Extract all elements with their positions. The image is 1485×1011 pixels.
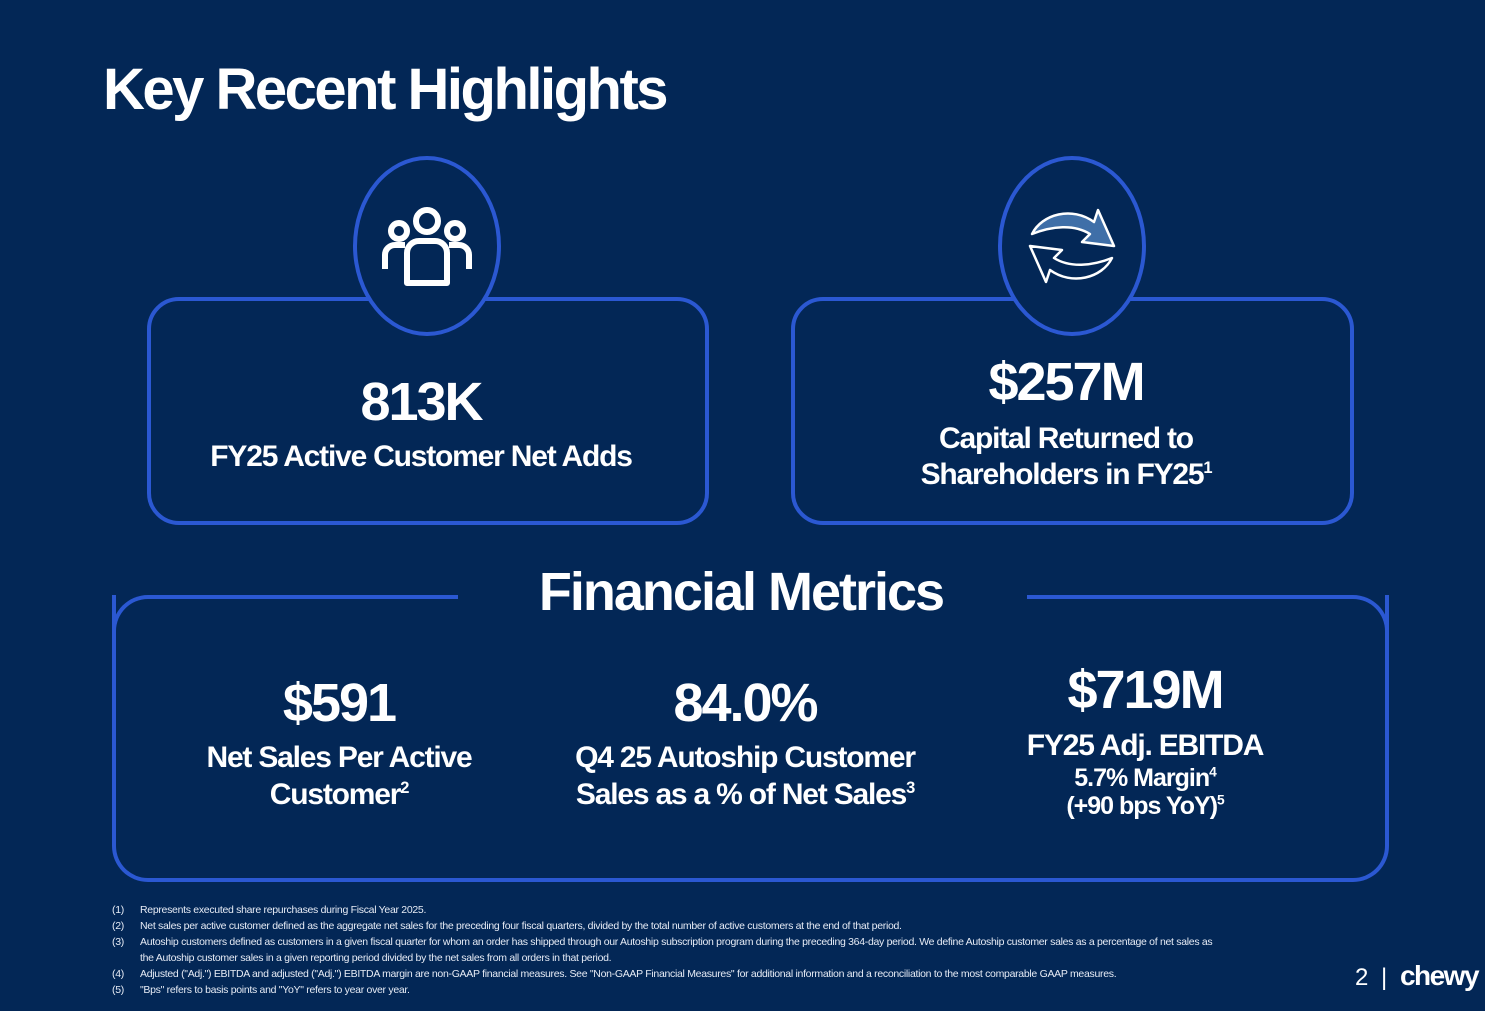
net-adds-label: FY25 Active Customer Net Adds bbox=[210, 440, 633, 473]
divider-line bbox=[150, 595, 458, 599]
footnote-number: (3) bbox=[112, 936, 124, 948]
footnote-text: the Autoship customer sales in a given r… bbox=[140, 952, 612, 964]
metric-label-line1: Net Sales Per Active bbox=[206, 741, 472, 774]
page-title: Key Recent Highlights bbox=[103, 57, 669, 122]
footnote-number: (2) bbox=[112, 920, 124, 932]
metric-label-line1: Q4 25 Autoship Customer bbox=[575, 741, 916, 774]
metric-value: $591 bbox=[282, 673, 397, 733]
footnote-ref: 3 bbox=[906, 779, 915, 797]
separator: | bbox=[1381, 964, 1388, 991]
footnote-ref: 5 bbox=[1217, 792, 1225, 808]
chewy-logo: chewy bbox=[1399, 960, 1480, 991]
label-text: (+90 bps YoY) bbox=[1066, 792, 1218, 820]
metric-label-line2: Customer2 bbox=[269, 776, 410, 813]
footnote-number: (4) bbox=[112, 968, 124, 980]
metric-value: 84.0% bbox=[673, 673, 818, 733]
footnotes: (1) Represents executed share repurchases… bbox=[112, 902, 1362, 1002]
financial-metrics-box bbox=[112, 595, 1389, 882]
page-footer: 2 | chewy bbox=[1355, 960, 1480, 992]
page-number: 2 bbox=[1355, 964, 1369, 991]
label-text: Shareholders in FY25 bbox=[920, 458, 1205, 491]
footnote-text: Represents executed share repurchases du… bbox=[140, 904, 427, 916]
footnote-ref: 2 bbox=[400, 779, 409, 797]
metric-label-line3: (+90 bps YoY)5 bbox=[1066, 792, 1225, 820]
metric-label-line1: FY25 Adj. EBITDA bbox=[1026, 729, 1265, 762]
footnote-text: Adjusted ("Adj.") EBITDA and adjusted ("… bbox=[140, 968, 1117, 980]
refresh-arrows-icon bbox=[998, 156, 1146, 336]
net-adds-value: 813K bbox=[360, 372, 483, 432]
footnote-ref: 4 bbox=[1209, 764, 1217, 780]
capital-returned-label-line2: Shareholders in FY251 bbox=[920, 456, 1213, 493]
section-title: Financial Metrics bbox=[538, 562, 945, 622]
label-text: Customer bbox=[269, 778, 402, 811]
label-text: 5.7% Margin bbox=[1074, 764, 1210, 792]
footnote-text: Autoship customers defined as customers … bbox=[140, 936, 1213, 948]
footnote-ref: 1 bbox=[1203, 459, 1212, 477]
capital-returned-label-line1: Capital Returned to bbox=[939, 422, 1194, 455]
footnote-number: (1) bbox=[112, 904, 124, 916]
divider-line bbox=[1027, 595, 1351, 599]
capital-returned-value: $257M bbox=[988, 352, 1145, 412]
metric-label-line2: 5.7% Margin4 bbox=[1074, 764, 1216, 792]
metric-label-line2: Sales as a % of Net Sales3 bbox=[575, 776, 915, 813]
footnote-text: Net sales per active customer defined as… bbox=[140, 920, 902, 932]
footnote-number: (5) bbox=[112, 984, 124, 996]
people-group-icon bbox=[353, 156, 501, 336]
metric-value: $719M bbox=[1067, 660, 1224, 720]
footnote-text: "Bps" refers to basis points and "YoY" r… bbox=[140, 984, 410, 996]
label-text: Sales as a % of Net Sales bbox=[575, 778, 907, 811]
